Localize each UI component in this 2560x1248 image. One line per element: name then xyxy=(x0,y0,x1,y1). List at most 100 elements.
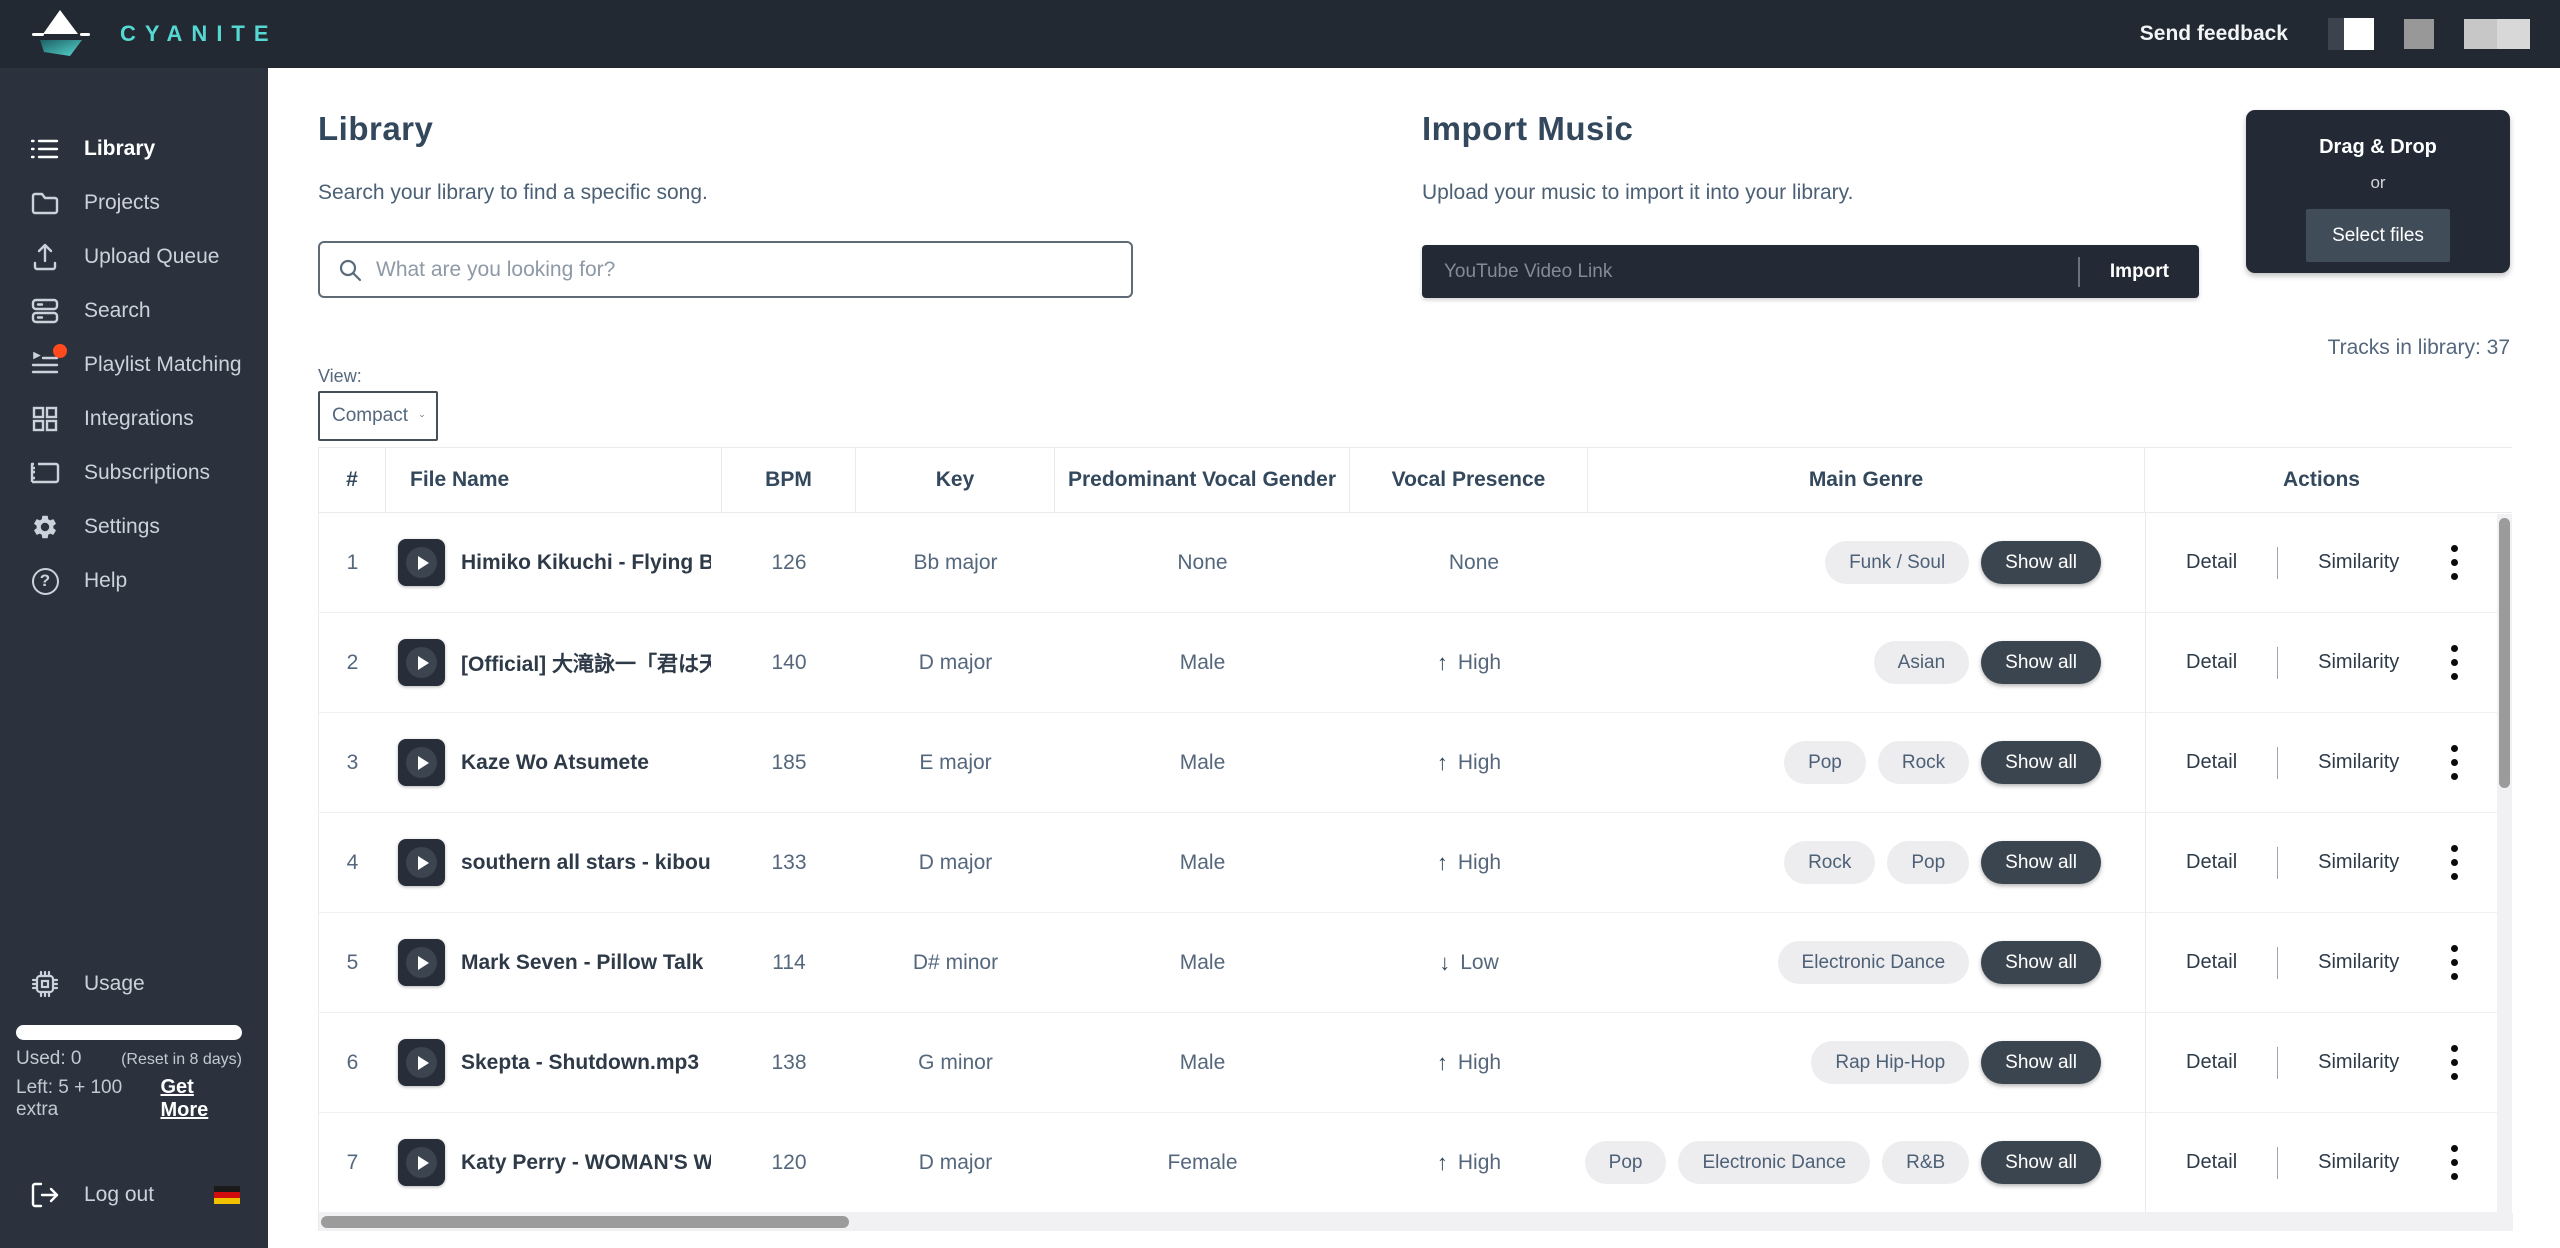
sidebar-item-integrations[interactable]: Integrations xyxy=(0,392,268,446)
play-button[interactable] xyxy=(398,639,445,686)
play-button[interactable] xyxy=(398,1139,445,1186)
german-flag-icon[interactable] xyxy=(214,1186,240,1204)
genre-chip[interactable]: Rap Hip-Hop xyxy=(1811,1041,1970,1084)
detail-link[interactable]: Detail xyxy=(2186,651,2238,673)
song-title: [Official] 大滝詠一「君は天然色」| xyxy=(461,652,711,676)
kebab-menu-icon[interactable] xyxy=(2445,639,2464,686)
genre-chip[interactable]: Pop xyxy=(1584,1141,1667,1184)
similarity-link[interactable]: Similarity xyxy=(2318,1051,2400,1073)
main-content: Library Search your library to find a sp… xyxy=(268,68,2560,1248)
sidebar-item-projects[interactable]: Projects xyxy=(0,176,268,230)
show-all-button[interactable]: Show all xyxy=(1981,641,2101,684)
similarity-link[interactable]: Similarity xyxy=(2318,951,2400,973)
detail-link[interactable]: Detail xyxy=(2186,751,2238,773)
genre-chip[interactable]: Funk / Soul xyxy=(1825,541,1970,584)
sidebar-item-label: Projects xyxy=(84,191,160,214)
drag-drop-zone[interactable]: Drag & Drop or Select files xyxy=(2246,110,2510,273)
play-button[interactable] xyxy=(398,1039,445,1086)
library-search-input[interactable] xyxy=(376,257,1113,282)
genre-chip[interactable]: Rock xyxy=(1877,741,1970,784)
kebab-menu-icon[interactable] xyxy=(2445,939,2464,986)
sidebar-item-search[interactable]: Search xyxy=(0,284,268,338)
show-all-button[interactable]: Show all xyxy=(1981,941,2101,984)
presence-value: High xyxy=(1457,850,1502,874)
brand-logo[interactable]: CYANITE xyxy=(30,8,278,60)
library-title: Library xyxy=(318,110,434,147)
topbar-widget-3[interactable] xyxy=(2464,19,2530,49)
horizontal-scrollbar-thumb[interactable] xyxy=(321,1216,849,1228)
detail-link[interactable]: Detail xyxy=(2186,551,2238,573)
horizontal-scrollbar[interactable] xyxy=(319,1213,2513,1231)
play-button[interactable] xyxy=(398,739,445,786)
detail-link[interactable]: Detail xyxy=(2186,1051,2238,1073)
genre-chip[interactable]: Electronic Dance xyxy=(1678,1141,1871,1184)
usage-label: Usage xyxy=(84,972,145,995)
presence-arrow-icon: ↓ xyxy=(1439,949,1451,975)
show-all-button[interactable]: Show all xyxy=(1981,741,2101,784)
send-feedback-link[interactable]: Send feedback xyxy=(2139,22,2288,45)
bpm-value: 120 xyxy=(771,1150,807,1174)
vertical-scrollbar-thumb[interactable] xyxy=(2499,518,2510,788)
sidebar-item-subscriptions[interactable]: Subscriptions xyxy=(0,446,268,500)
play-button[interactable] xyxy=(398,939,445,986)
sidebar: Library Projects Upload Queue Search xyxy=(0,68,268,1248)
detail-link[interactable]: Detail xyxy=(2186,1151,2238,1173)
vocal-gender-value: Male xyxy=(1179,750,1226,774)
show-all-button[interactable]: Show all xyxy=(1981,841,2101,884)
logout-button[interactable]: Log out xyxy=(0,1168,268,1222)
genre-chip[interactable]: Electronic Dance xyxy=(1777,941,1970,984)
presence-value: Low xyxy=(1460,950,1499,974)
kebab-menu-icon[interactable] xyxy=(2445,839,2464,886)
play-icon xyxy=(417,855,429,870)
list-icon xyxy=(30,134,60,164)
table-row: 6 Skepta - Shutdown.mp3 138 G minor Male… xyxy=(319,1013,2512,1113)
similarity-link[interactable]: Similarity xyxy=(2318,1151,2400,1173)
import-button[interactable]: Import xyxy=(2080,245,2199,298)
view-dropdown[interactable]: Compact xyxy=(318,391,438,441)
sidebar-item-library[interactable]: Library xyxy=(0,122,268,176)
sidebar-item-settings[interactable]: Settings xyxy=(0,500,268,554)
key-value: Bb major xyxy=(913,550,998,574)
genre-chip[interactable]: R&B xyxy=(1882,1141,1970,1184)
sidebar-item-playlist-matching[interactable]: Playlist Matching xyxy=(0,338,268,392)
vocal-gender-value: None xyxy=(1177,550,1228,574)
topbar-widget-1[interactable] xyxy=(2328,18,2374,50)
similarity-link[interactable]: Similarity xyxy=(2318,551,2400,573)
kebab-menu-icon[interactable] xyxy=(2445,1139,2464,1186)
genre-chip[interactable]: Pop xyxy=(1887,841,1970,884)
topbar-widget-2[interactable] xyxy=(2404,19,2434,49)
sidebar-item-usage[interactable]: Usage xyxy=(0,957,268,1011)
view-label: View: xyxy=(318,366,362,386)
similarity-link[interactable]: Similarity xyxy=(2318,751,2400,773)
drag-drop-title: Drag & Drop xyxy=(2319,136,2437,158)
kebab-menu-icon[interactable] xyxy=(2445,1039,2464,1086)
genre-chip[interactable]: Asian xyxy=(1873,641,1970,684)
show-all-button[interactable]: Show all xyxy=(1981,1041,2101,1084)
kebab-menu-icon[interactable] xyxy=(2445,739,2464,786)
similarity-link[interactable]: Similarity xyxy=(2318,851,2400,873)
select-files-button[interactable]: Select files xyxy=(2306,209,2450,262)
detail-link[interactable]: Detail xyxy=(2186,951,2238,973)
chevron-down-icon xyxy=(420,414,424,418)
get-more-link[interactable]: Get More xyxy=(160,1076,209,1121)
kebab-menu-icon[interactable] xyxy=(2445,539,2464,586)
show-all-button[interactable]: Show all xyxy=(1981,541,2101,584)
song-title: Katy Perry - WOMAN'S WORLD ( xyxy=(461,1150,711,1174)
sidebar-item-upload-queue[interactable]: Upload Queue xyxy=(0,230,268,284)
vertical-scrollbar[interactable] xyxy=(2497,514,2512,1231)
youtube-link-input[interactable] xyxy=(1422,260,2078,283)
presence-value: High xyxy=(1457,750,1502,774)
sidebar-item-help[interactable]: ? Help xyxy=(0,554,268,608)
usage-left: Left: 5 + 100 extra xyxy=(16,1077,123,1120)
detail-link[interactable]: Detail xyxy=(2186,851,2238,873)
presence-arrow-icon: ↑ xyxy=(1436,1049,1448,1075)
similarity-link[interactable]: Similarity xyxy=(2318,651,2400,673)
vocal-gender-value: Male xyxy=(1179,950,1226,974)
genre-chip[interactable]: Pop xyxy=(1784,741,1866,784)
genre-chip[interactable]: Rock xyxy=(1784,841,1876,884)
divider xyxy=(2277,546,2279,579)
presence-arrow-icon: ↑ xyxy=(1436,849,1448,875)
play-button[interactable] xyxy=(398,839,445,886)
play-button[interactable] xyxy=(398,539,445,586)
show-all-button[interactable]: Show all xyxy=(1981,1141,2101,1184)
